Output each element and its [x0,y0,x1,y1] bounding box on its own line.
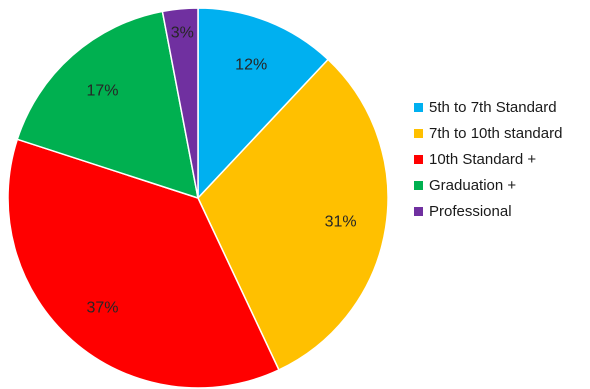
legend-label: Professional [429,202,512,220]
pie-slice-10th-standard-plus [7,138,280,389]
pie-slice-5th-to-7th-standard [197,7,330,200]
legend-item-professional: Professional [414,198,562,224]
legend-label: 7th to 10th standard [429,124,563,142]
legend-item-10th-standard-plus: 10th Standard + [414,146,562,172]
slice-label-professional: 3% [171,25,194,42]
legend-label: 10th Standard + [429,150,537,168]
slice-label-graduation-plus: 17% [86,83,118,100]
legend-item-graduation-plus: Graduation + [414,172,562,198]
slice-label-10th-standard-plus: 37% [86,299,118,316]
pie-slice-professional [161,7,199,199]
legend-label: 5th to 7th Standard [429,98,557,116]
slice-label-7th-to-10th-standard: 31% [325,214,357,231]
pie-slice-graduation-plus [16,10,199,200]
legend-item-5th-to-7th-standard: 5th to 7th Standard [414,94,562,120]
legend-label: Graduation + [429,176,517,194]
pie-slice-7th-to-10th-standard [197,58,389,371]
chart-legend: 5th to 7th Standard 7th to 10th standard… [414,94,562,224]
legend-swatch [414,102,423,112]
legend-swatch [414,206,423,216]
legend-swatch [414,154,423,164]
legend-item-7th-to-10th-standard: 7th to 10th standard [414,120,562,146]
slice-label-5th-to-7th-standard: 12% [235,57,267,74]
legend-swatch [414,180,423,190]
legend-swatch [414,128,423,138]
